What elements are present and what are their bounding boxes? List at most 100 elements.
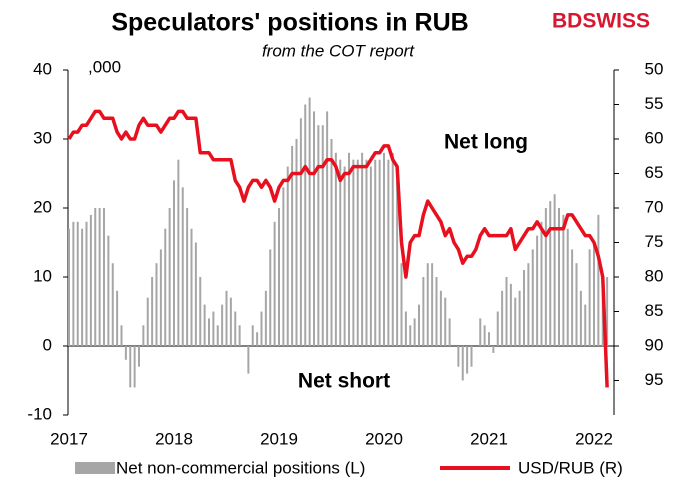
line bbox=[67, 109, 609, 388]
bar bbox=[203, 304, 206, 346]
bar bbox=[186, 208, 189, 346]
bar bbox=[129, 346, 132, 388]
bar bbox=[431, 263, 434, 346]
x-tick-label: 2018 bbox=[155, 429, 193, 448]
bar bbox=[98, 208, 101, 346]
bar bbox=[308, 97, 311, 346]
bar bbox=[426, 263, 429, 346]
bar bbox=[111, 263, 114, 346]
bar bbox=[361, 152, 364, 346]
bar bbox=[531, 249, 534, 346]
bar bbox=[422, 277, 425, 346]
bar bbox=[229, 297, 232, 346]
bar bbox=[190, 228, 193, 346]
bar bbox=[72, 221, 75, 346]
bar bbox=[540, 221, 543, 346]
bar bbox=[212, 311, 215, 346]
legend-swatch bbox=[75, 462, 115, 474]
bar bbox=[151, 277, 154, 346]
bar bbox=[396, 180, 399, 346]
y2-tick-label: 75 bbox=[645, 232, 664, 251]
y2-tick-label: 90 bbox=[645, 335, 664, 354]
bar bbox=[269, 249, 272, 346]
bar bbox=[448, 318, 451, 346]
bar bbox=[488, 332, 490, 346]
bar bbox=[544, 208, 547, 346]
bar bbox=[383, 152, 385, 346]
bar bbox=[483, 325, 486, 346]
bar bbox=[400, 263, 403, 346]
y2-tick-label: 65 bbox=[645, 163, 664, 182]
bar bbox=[234, 311, 237, 346]
bar bbox=[558, 208, 560, 346]
legend-label: Net non-commercial positions (L) bbox=[116, 458, 365, 477]
bar bbox=[107, 235, 110, 346]
bar bbox=[509, 283, 512, 346]
logo: BDSWISS bbox=[552, 10, 650, 33]
bar bbox=[286, 166, 289, 346]
chart-subtitle: from the COT report bbox=[262, 41, 415, 60]
legend-label: USD/RUB (R) bbox=[518, 458, 623, 477]
bar bbox=[391, 152, 394, 346]
bar bbox=[566, 228, 569, 346]
bar bbox=[326, 111, 329, 347]
bar bbox=[352, 159, 355, 346]
bar bbox=[514, 297, 517, 346]
bar bbox=[369, 166, 372, 346]
bar bbox=[208, 318, 210, 346]
x-tick-label: 2020 bbox=[365, 429, 403, 448]
y-tick-label: -10 bbox=[27, 404, 52, 423]
bar bbox=[155, 263, 158, 346]
bar bbox=[356, 159, 359, 346]
bar bbox=[334, 152, 337, 346]
bar bbox=[378, 159, 381, 346]
x-tick-label: 2017 bbox=[50, 429, 88, 448]
y2-tick-label: 60 bbox=[645, 128, 664, 147]
bar bbox=[387, 159, 390, 346]
bar bbox=[273, 221, 276, 346]
bar bbox=[89, 214, 92, 346]
bar bbox=[295, 139, 298, 346]
bar bbox=[247, 346, 250, 374]
bar bbox=[409, 325, 412, 346]
bar bbox=[457, 346, 460, 367]
bar bbox=[313, 111, 315, 347]
bar bbox=[164, 228, 167, 346]
x-tick-label: 2022 bbox=[575, 429, 613, 448]
bar bbox=[562, 214, 565, 346]
unit-label: ,000 bbox=[88, 57, 121, 76]
bar bbox=[461, 346, 464, 381]
x-tick-label: 2019 bbox=[260, 429, 298, 448]
bar bbox=[343, 166, 346, 346]
bar bbox=[404, 311, 407, 346]
bar bbox=[282, 187, 285, 346]
bar bbox=[505, 277, 508, 346]
bar bbox=[173, 180, 175, 346]
bar bbox=[584, 304, 587, 346]
bar bbox=[177, 159, 180, 346]
bar bbox=[418, 304, 420, 346]
bar bbox=[518, 290, 521, 346]
bar bbox=[549, 201, 552, 346]
bar bbox=[103, 208, 105, 346]
bar bbox=[470, 346, 473, 367]
bar bbox=[321, 125, 324, 346]
y-tick-label: 10 bbox=[33, 266, 52, 285]
y2-tick-label: 55 bbox=[645, 94, 664, 113]
bar bbox=[444, 297, 447, 346]
y2-tick-label: 50 bbox=[645, 59, 664, 78]
bar bbox=[159, 249, 162, 346]
bar bbox=[133, 346, 136, 388]
bar bbox=[238, 325, 241, 346]
bar bbox=[299, 118, 302, 346]
bar bbox=[120, 325, 123, 346]
bar bbox=[225, 290, 228, 346]
bar bbox=[194, 242, 197, 346]
bar bbox=[330, 139, 333, 346]
bar bbox=[278, 208, 280, 346]
bar bbox=[606, 277, 609, 346]
bar bbox=[588, 249, 591, 346]
bar bbox=[413, 318, 416, 346]
bar bbox=[527, 263, 530, 346]
bar bbox=[435, 277, 438, 346]
